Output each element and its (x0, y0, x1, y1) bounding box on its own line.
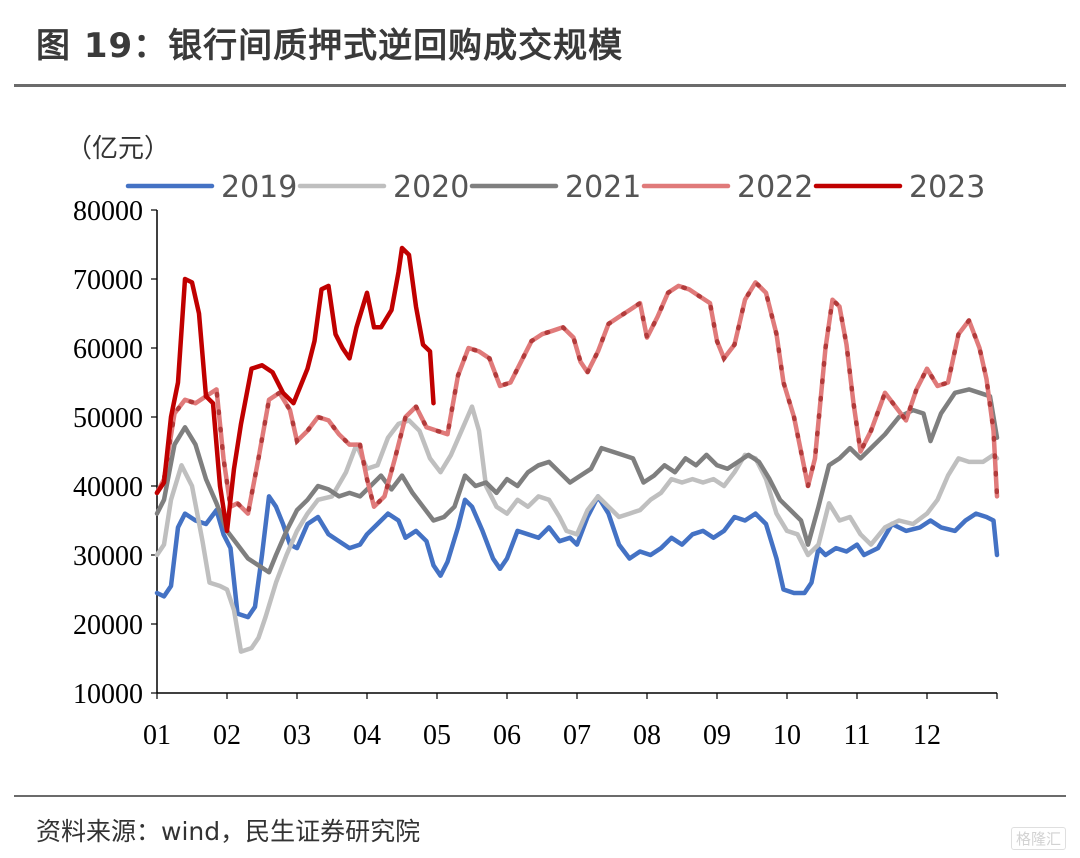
y-unit-label: （亿元） (66, 134, 170, 164)
watermark-logo: 格隆汇 (1010, 827, 1066, 850)
y-tick-label: 10000 (73, 679, 143, 710)
y-tick-label: 40000 (73, 472, 143, 503)
x-tick-label: 03 (283, 720, 311, 751)
line-chart: 2019 2020 2021 2022 2023 （亿元） 10000 20000 3000… (66, 134, 1000, 751)
legend-label-2021: 2021 (565, 170, 641, 205)
legend-label-2022: 2022 (737, 170, 813, 205)
x-tick-label: 11 (844, 720, 871, 751)
chart-legend: 2019 2020 2021 2022 2023 (125, 170, 985, 205)
x-tick-label: 09 (703, 720, 731, 751)
x-tick-label: 07 (563, 720, 591, 751)
y-tick-label: 50000 (73, 403, 143, 434)
source-note: 资料来源：wind，民生证券研究院 (36, 817, 421, 846)
y-tick-label: 30000 (73, 541, 143, 572)
x-tick-label: 04 (353, 720, 381, 751)
chart-series (154, 245, 1000, 654)
y-tick-label: 70000 (73, 265, 143, 296)
series-dots-2022 (154, 278, 1000, 519)
series-line-2023 (154, 245, 436, 534)
x-tick-label: 05 (423, 720, 451, 751)
series-line-2019 (154, 494, 1000, 620)
x-tick-label: 12 (913, 720, 941, 751)
series-line-2021 (154, 387, 1000, 575)
y-tick-label: 20000 (73, 610, 143, 641)
chart-title: 图 19：银行间质押式逆回购成交规模 (36, 26, 624, 66)
legend-label-2023: 2023 (909, 170, 985, 205)
x-tick-label: 01 (143, 720, 171, 751)
top-divider (14, 84, 1066, 87)
bottom-divider (14, 795, 1066, 797)
x-tick-label: 10 (773, 720, 801, 751)
legend-label-2019: 2019 (221, 170, 297, 205)
y-tick-label: 60000 (73, 334, 143, 365)
x-tick-label: 08 (633, 720, 661, 751)
y-tick-label: 80000 (73, 196, 143, 227)
legend-label-2020: 2020 (393, 170, 469, 205)
chart-axes: 10000 20000 30000 40000 50000 60000 70000 80000… (73, 196, 998, 751)
x-tick-label: 02 (213, 720, 241, 751)
series-line-2020 (154, 404, 1000, 654)
x-tick-label: 06 (493, 720, 521, 751)
